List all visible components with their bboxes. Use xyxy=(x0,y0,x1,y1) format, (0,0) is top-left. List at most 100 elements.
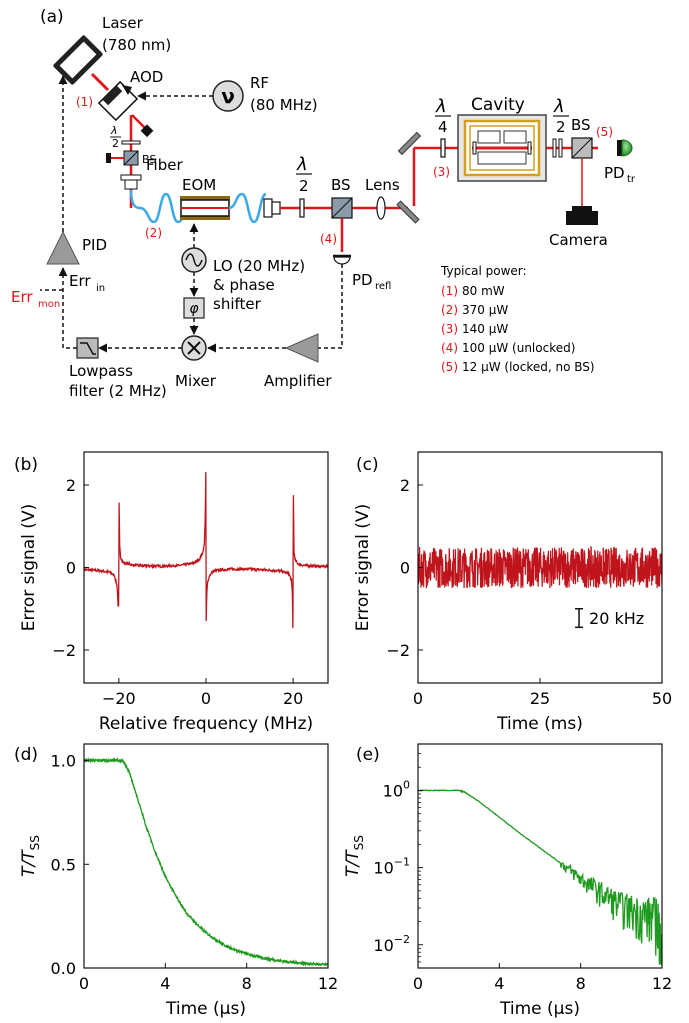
x-tick-label: 0 xyxy=(79,974,89,993)
x-tick-label: 12 xyxy=(318,974,338,993)
fiber-coupler xyxy=(124,179,138,190)
mirror-lower xyxy=(396,200,420,224)
pd-refl xyxy=(333,256,351,265)
chart-d: (d) 0 4 8 12 0.0 0.5 1.0 Time (μs) T/TSS xyxy=(14,743,338,1019)
scale-bar-label: 20 kHz xyxy=(589,609,644,628)
panel-label: (d) xyxy=(14,745,38,765)
x-tick-label: 8 xyxy=(242,974,252,993)
waveplate2-lambda: λ xyxy=(435,96,447,117)
pd-tr-label: PD xyxy=(604,164,625,182)
waveplate1-half: 2 xyxy=(299,177,309,195)
x-tick-label: 12 xyxy=(652,974,672,993)
x-tick-label: 0 xyxy=(201,689,211,708)
series-line xyxy=(84,472,328,629)
y-tick-label: 0 xyxy=(66,559,76,578)
lens xyxy=(376,196,386,220)
pdrefl-to-amp xyxy=(318,264,343,349)
lens-label: Lens xyxy=(365,176,400,194)
beam-laser-aod xyxy=(90,72,110,92)
bs-main-label: BS xyxy=(331,176,351,194)
phase-symbol: φ xyxy=(189,301,199,317)
pid-label: PID xyxy=(82,236,107,254)
err-in-sub: in xyxy=(96,283,105,294)
waveplate1 xyxy=(299,198,305,218)
y-tick-label: 1.0 xyxy=(51,752,76,771)
y-tick-label: 0.5 xyxy=(51,855,76,874)
fiber-label: Fiber xyxy=(146,156,183,174)
series-line xyxy=(418,789,662,965)
err-in-label: Err xyxy=(69,272,91,290)
marker-1: (1) xyxy=(76,95,93,109)
typical-power-list: (1) 80 mW (2) 370 μW (3) 140 μW (4) 100 μW (… xyxy=(441,284,595,374)
y-tick-label: 0.0 xyxy=(51,959,76,978)
amplifier xyxy=(284,333,319,363)
cavity xyxy=(457,114,547,182)
chart-c: (c) 20 kHz 0 25 50 −2 0 2 Time (ms) Error signal … xyxy=(353,451,672,734)
pid xyxy=(46,230,80,265)
camera-label: Camera xyxy=(549,231,608,249)
marker-5: (5) xyxy=(596,125,613,139)
pd-tr-sub: tr xyxy=(627,174,636,185)
typical-power-item: (5) 12 μW (locked, no BS) xyxy=(441,360,595,374)
mirror-upper xyxy=(397,131,422,156)
series-line xyxy=(84,756,328,968)
sine-icon xyxy=(185,253,203,267)
small-waveplate-lambda: λ xyxy=(110,124,118,137)
x-tick-label: 0 xyxy=(413,974,423,993)
eom xyxy=(180,196,230,220)
x-axis-label: Time (μs) xyxy=(499,999,580,1019)
panel-a: (a) Laser (780 nm) AOD ν RF (80 MHz) xyxy=(11,7,636,400)
y-tick-label: 10−1 xyxy=(373,856,410,878)
pd-refl-sub: refl xyxy=(375,281,391,292)
x-tick-label: 4 xyxy=(494,974,504,993)
pd-tr-mount xyxy=(617,140,622,156)
lowpass-label-line2: filter (2 MHz) xyxy=(69,382,167,400)
small-bs-label: BS xyxy=(142,153,156,166)
amplifier-label: Amplifier xyxy=(264,372,332,390)
marker-3: (3) xyxy=(433,165,450,179)
pd-refl-label: PD xyxy=(352,271,373,289)
x-tick-label: 25 xyxy=(530,689,550,708)
x-tick-label: 20 xyxy=(283,689,303,708)
eom-label: EOM xyxy=(182,176,216,194)
pd-tr xyxy=(621,139,633,157)
rf-label-line2: (80 MHz) xyxy=(250,96,318,114)
lo-label-line3: shifter xyxy=(213,295,262,313)
x-tick-label: 4 xyxy=(160,974,170,993)
lowpass-icon xyxy=(80,342,96,355)
waveplate1-lambda: λ xyxy=(296,154,308,175)
typical-power-item: (4) 100 μW (unlocked) xyxy=(441,341,575,355)
lowpass-filter xyxy=(76,337,99,359)
typical-power-item: (3) 140 μW xyxy=(441,322,508,336)
panel-label: (b) xyxy=(14,455,38,475)
small-waveplate-half: 2 xyxy=(112,137,119,150)
waveplate3-half: 2 xyxy=(556,118,566,136)
marker-2: (2) xyxy=(145,226,162,240)
waveplate3-lambda: λ xyxy=(553,96,565,117)
marker-4: (4) xyxy=(320,232,337,246)
panel-label: (e) xyxy=(356,745,380,765)
waveplate3 xyxy=(552,138,557,158)
fiber-output-coupler xyxy=(263,198,273,218)
y-tick-label: 2 xyxy=(400,476,410,495)
x-axis-label: Time (μs) xyxy=(165,999,246,1019)
aod-label: AOD xyxy=(130,68,163,86)
waveplate2 xyxy=(440,138,446,158)
typical-power-item: (2) 370 μW xyxy=(441,303,508,317)
camera xyxy=(566,206,598,225)
x-tick-label: −20 xyxy=(102,689,136,708)
small-beam-dump xyxy=(106,153,111,163)
lowpass-label-line1: Lowpass xyxy=(69,362,133,380)
aod xyxy=(97,80,139,122)
noise-trace xyxy=(418,545,662,589)
laser-label-line1: Laser xyxy=(102,14,144,32)
x-tick-label: 8 xyxy=(576,974,586,993)
y-tick-label: 100 xyxy=(383,778,410,800)
lowpass-to-pid xyxy=(58,267,77,349)
y-axis-label: Error signal (V) xyxy=(19,504,39,631)
fiber-after-eom xyxy=(228,192,267,224)
y-tick-label: 2 xyxy=(66,476,76,495)
typical-power-item: (1) 80 mW xyxy=(441,284,505,298)
plot-frame xyxy=(417,743,663,969)
